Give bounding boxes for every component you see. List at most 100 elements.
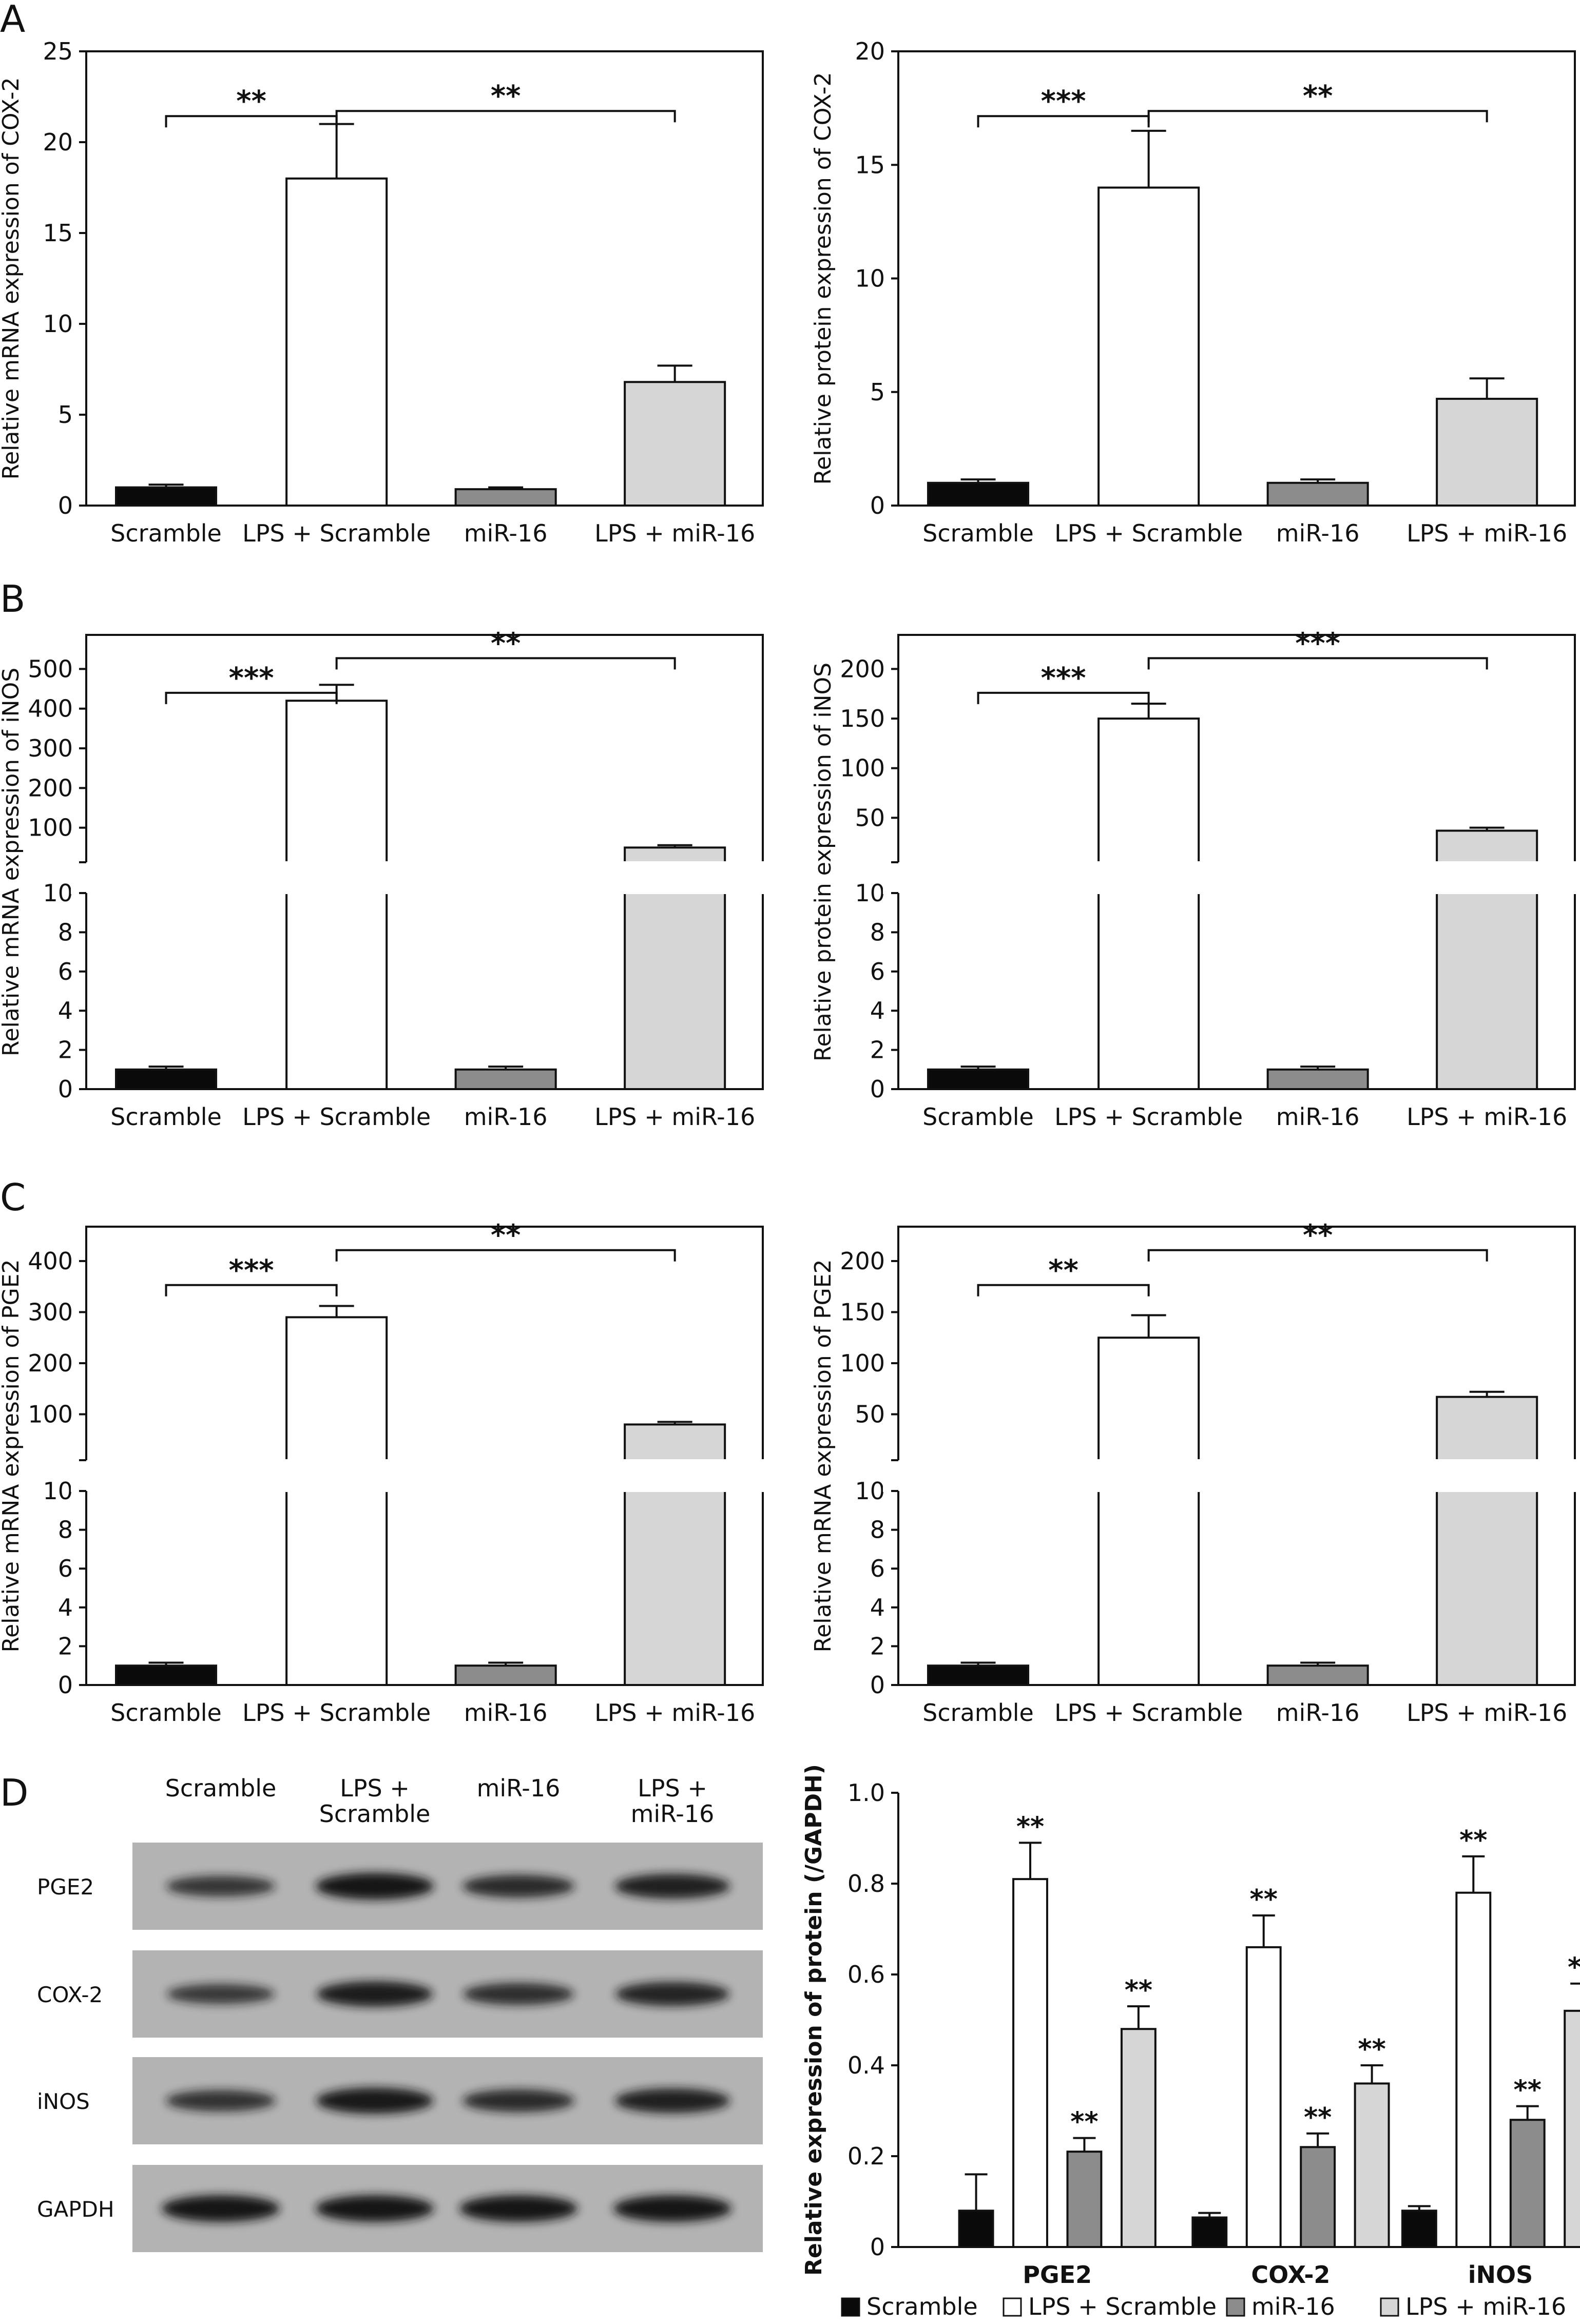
x-category-label: COX-2 bbox=[1251, 2261, 1330, 2289]
bar bbox=[1509, 2119, 1546, 2249]
y-tick-label: 10 bbox=[43, 879, 73, 907]
y-tick-label: 400 bbox=[28, 1247, 73, 1275]
significance-bracket bbox=[1147, 1249, 1488, 1262]
significance-mark: *** bbox=[229, 662, 274, 695]
blot-band bbox=[463, 1874, 574, 1898]
bar bbox=[1266, 481, 1369, 507]
x-category-label: miR-16 bbox=[464, 1103, 548, 1131]
x-category-label: LPS + Scramble bbox=[242, 1103, 431, 1131]
x-category-label: LPS + miR-16 bbox=[1406, 1699, 1567, 1727]
bar bbox=[958, 2210, 994, 2249]
x-category-label: miR-16 bbox=[464, 1699, 548, 1727]
significance-mark: ** bbox=[236, 85, 266, 118]
bar bbox=[285, 1316, 388, 1686]
y-tick-label: 2 bbox=[870, 1036, 885, 1064]
bar bbox=[1012, 1878, 1048, 2248]
blot-band bbox=[613, 2195, 731, 2222]
y-tick-label: 0 bbox=[870, 1671, 885, 1699]
blot-band bbox=[316, 2087, 433, 2114]
blot-band bbox=[166, 1875, 275, 1897]
y-axis-label: Relative protein expression of COX-2 bbox=[810, 72, 836, 485]
panel-label-d: D bbox=[0, 1771, 28, 1814]
x-category-label: Scramble bbox=[922, 519, 1034, 547]
y-tick-label: 100 bbox=[840, 1349, 885, 1377]
y-tick-label: 0 bbox=[870, 2233, 885, 2261]
significance-mark: ** bbox=[1303, 80, 1333, 113]
y-tick-label: 15 bbox=[855, 151, 885, 179]
y-tick-label: 8 bbox=[870, 1516, 885, 1544]
bar bbox=[114, 1664, 218, 1686]
bar bbox=[114, 1068, 218, 1091]
significance-mark: ** bbox=[1125, 1975, 1152, 2006]
bar bbox=[114, 486, 218, 507]
bar bbox=[1097, 718, 1200, 1090]
y-tick-label: 8 bbox=[58, 918, 73, 946]
blot-column-label: miR-16 bbox=[631, 1800, 715, 1828]
x-category-label: LPS + Scramble bbox=[242, 1699, 431, 1727]
significance-mark: *** bbox=[229, 1254, 274, 1287]
x-category-label: LPS + miR-16 bbox=[594, 519, 755, 547]
y-tick-label: 25 bbox=[43, 37, 73, 65]
bar bbox=[454, 1068, 557, 1091]
x-category-label: Scramble bbox=[110, 1103, 222, 1131]
blot-row-label: GAPDH bbox=[37, 2197, 114, 2222]
x-category-label: LPS + miR-16 bbox=[594, 1699, 755, 1727]
y-tick-label: 150 bbox=[840, 1298, 885, 1326]
legend-swatch bbox=[841, 2297, 860, 2317]
blot-column-label: miR-16 bbox=[477, 1774, 561, 1802]
significance-bracket bbox=[977, 691, 1150, 704]
bar bbox=[624, 381, 726, 507]
blot-band bbox=[316, 2195, 434, 2222]
bar bbox=[1245, 1946, 1282, 2248]
bar bbox=[1401, 2210, 1437, 2249]
legend-swatch bbox=[1003, 2297, 1022, 2317]
bar bbox=[1266, 1068, 1369, 1091]
y-tick-label: 10 bbox=[43, 310, 73, 338]
y-tick-label: 10 bbox=[855, 265, 885, 293]
panel-labels: A B C D bbox=[0, 0, 28, 1814]
x-category-label: LPS + miR-16 bbox=[1406, 519, 1567, 547]
y-tick-label: 1.0 bbox=[847, 1779, 885, 1807]
y-tick-label: 200 bbox=[840, 1247, 885, 1275]
chart-D-right: 0 0.2 0.4 0.6 0.8 1.0 Relative expression of p… bbox=[801, 1764, 1580, 2289]
legend-label: LPS + miR-16 bbox=[1405, 2293, 1566, 2320]
bar bbox=[1120, 2028, 1157, 2248]
x-category-label: miR-16 bbox=[1276, 519, 1360, 547]
y-tick-label: 20 bbox=[43, 128, 73, 156]
bar bbox=[1097, 186, 1200, 507]
significance-mark: ** bbox=[491, 80, 521, 113]
y-tick-label: 15 bbox=[43, 219, 73, 247]
x-category-label: Scramble bbox=[922, 1699, 1034, 1727]
significance-mark: ** bbox=[1048, 1254, 1078, 1287]
blot-column-label: LPS + bbox=[340, 1774, 410, 1802]
blot-band bbox=[317, 1981, 433, 2007]
y-axis-label: Relative mRNA expression of COX-2 bbox=[0, 78, 24, 480]
bar bbox=[927, 481, 1030, 507]
x-category-label: PGE2 bbox=[1023, 2261, 1092, 2289]
blot-row-label: iNOS bbox=[37, 2089, 90, 2114]
significance-mark: ** bbox=[1016, 1811, 1044, 1842]
legend-label: Scramble bbox=[866, 2293, 978, 2320]
y-tick-label: 8 bbox=[870, 918, 885, 946]
y-tick-label: 6 bbox=[58, 1555, 73, 1582]
x-category-label: LPS + Scramble bbox=[1054, 519, 1243, 547]
panel-label-b: B bbox=[0, 577, 25, 621]
significance-mark: ** bbox=[1070, 2107, 1098, 2138]
bar bbox=[1436, 398, 1538, 507]
significance-mark: ** bbox=[1358, 2034, 1385, 2065]
x-category-label: Scramble bbox=[110, 1699, 222, 1727]
y-tick-label: 100 bbox=[28, 1400, 73, 1428]
chart-A-right: 0 5 10 15 20 Relative protein expression of C… bbox=[810, 37, 1576, 547]
y-tick-label: 400 bbox=[28, 695, 73, 723]
y-tick-label: 2 bbox=[58, 1632, 73, 1660]
significance-mark: ** bbox=[1568, 1952, 1580, 1983]
y-tick-label: 50 bbox=[855, 804, 885, 831]
x-category-label: LPS + Scramble bbox=[1054, 1699, 1243, 1727]
blot-band bbox=[463, 1983, 574, 2005]
significance-mark: ** bbox=[1304, 2102, 1332, 2133]
y-tick-label: 2 bbox=[58, 1036, 73, 1064]
